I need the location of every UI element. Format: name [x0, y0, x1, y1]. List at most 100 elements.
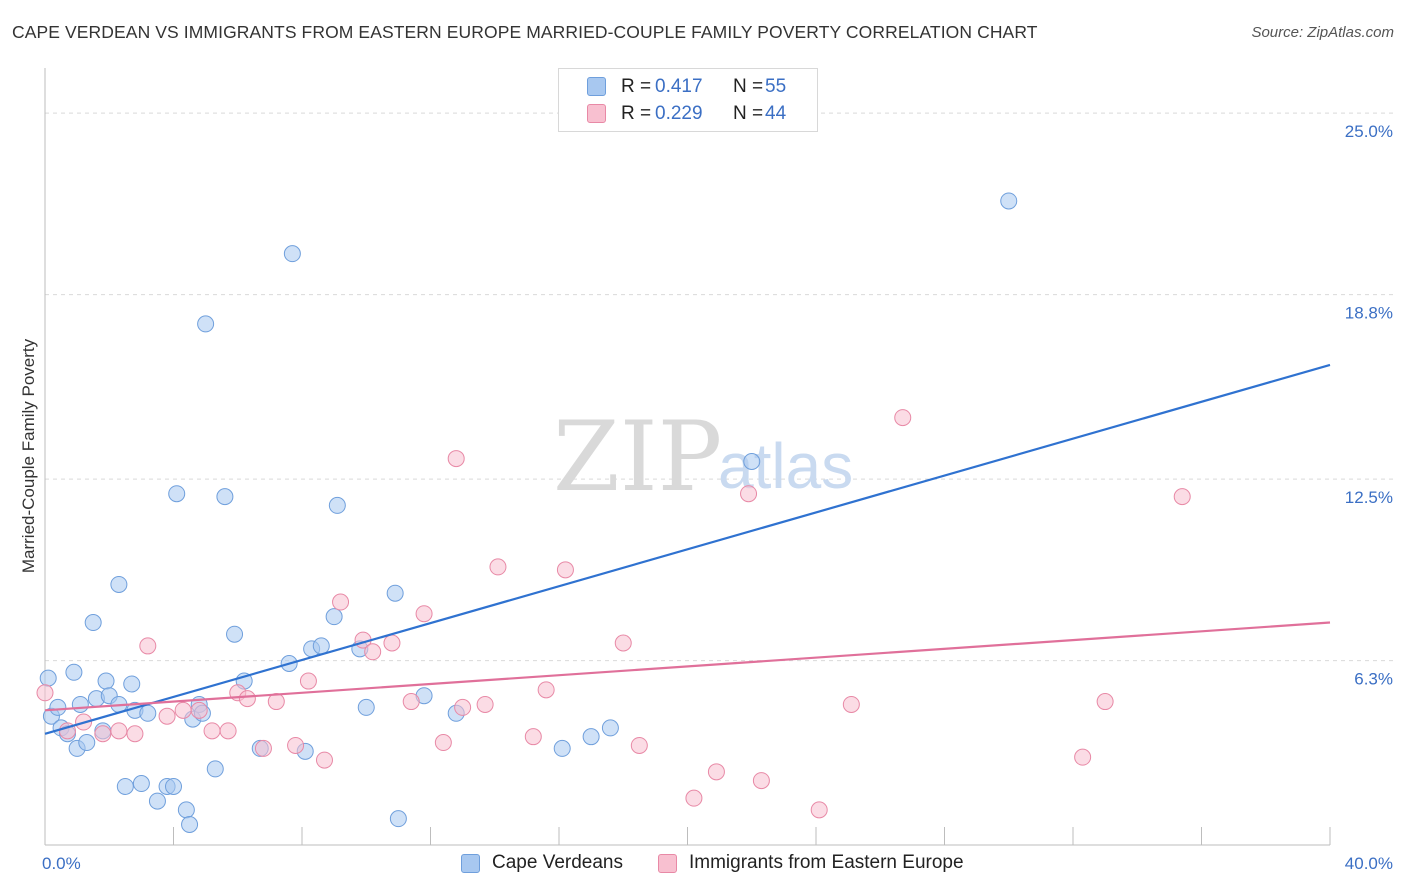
point-eastern-europe: [454, 698, 472, 716]
point-cape-verdean: [132, 775, 150, 793]
point-cape-verdean: [582, 728, 600, 746]
point-cape-verdean: [312, 637, 330, 655]
trend-line-cape-verdean: [44, 363, 1331, 735]
point-eastern-europe: [383, 634, 401, 652]
point-cape-verdean: [226, 625, 244, 643]
point-eastern-europe: [685, 789, 703, 807]
point-eastern-europe: [219, 722, 237, 740]
y-tick-label: 6.3%: [1354, 670, 1393, 689]
point-eastern-europe: [537, 681, 555, 699]
legend-swatch-blue: [587, 77, 606, 96]
point-eastern-europe: [174, 701, 192, 719]
point-eastern-europe: [524, 728, 542, 746]
point-eastern-europe: [190, 701, 208, 719]
point-eastern-europe: [94, 725, 112, 743]
point-cape-verdean: [181, 816, 199, 834]
trend-line-eastern-europe: [44, 621, 1331, 712]
point-cape-verdean: [553, 739, 571, 757]
watermark-zip: ZIP: [553, 401, 722, 513]
point-eastern-europe: [894, 409, 912, 427]
point-cape-verdean: [389, 810, 407, 828]
point-eastern-europe: [254, 739, 272, 757]
point-cape-verdean: [71, 695, 89, 713]
point-eastern-europe: [158, 707, 176, 725]
y-tick-label: 12.5%: [1345, 488, 1393, 507]
grid-lines: [45, 112, 1395, 662]
point-eastern-europe: [476, 695, 494, 713]
point-eastern-europe: [810, 801, 828, 819]
point-eastern-europe: [364, 643, 382, 661]
y-tick-label: 25.0%: [1345, 122, 1393, 141]
bottom-legend: Cape Verdeans Immigrants from Eastern Eu…: [0, 852, 1406, 878]
point-cape-verdean: [116, 777, 134, 795]
legend-n-value: 44: [765, 103, 787, 124]
point-eastern-europe: [238, 690, 256, 708]
point-eastern-europe: [332, 593, 350, 611]
point-eastern-europe: [1173, 488, 1191, 506]
point-cape-verdean: [283, 245, 301, 263]
source-credit: Source: ZipAtlas.com: [1251, 24, 1394, 41]
legend-r-value: 0.229: [655, 103, 703, 124]
bottom-legend-label: Cape Verdeans: [492, 852, 623, 873]
point-eastern-europe: [489, 558, 507, 576]
point-cape-verdean: [84, 614, 102, 632]
point-eastern-europe: [110, 722, 128, 740]
point-eastern-europe: [315, 751, 333, 769]
point-eastern-europe: [556, 561, 574, 579]
point-cape-verdean: [139, 704, 157, 722]
point-cape-verdean: [165, 777, 182, 795]
point-cape-verdean: [110, 575, 128, 593]
point-eastern-europe: [630, 736, 648, 754]
bottom-legend-swatch-blue: [461, 853, 480, 873]
point-cape-verdean: [97, 672, 115, 690]
point-eastern-europe: [842, 695, 860, 713]
legend-r-value: 0.417: [655, 76, 703, 97]
point-eastern-europe: [287, 736, 305, 754]
point-eastern-europe: [752, 772, 770, 790]
legend-r-label: R =: [621, 103, 652, 124]
bottom-legend-swatch-pink: [658, 853, 677, 873]
point-cape-verdean: [177, 801, 195, 819]
point-eastern-europe: [415, 605, 433, 623]
point-cape-verdean: [78, 734, 96, 752]
point-eastern-europe: [1074, 748, 1092, 766]
point-eastern-europe: [1096, 693, 1114, 711]
legend-n-label: N =: [733, 103, 764, 124]
point-cape-verdean: [601, 719, 619, 737]
point-eastern-europe: [740, 485, 758, 503]
point-cape-verdean: [743, 453, 761, 470]
point-cape-verdean: [357, 698, 375, 716]
point-cape-verdean: [206, 760, 224, 778]
point-cape-verdean: [328, 496, 346, 514]
point-eastern-europe: [447, 450, 465, 468]
point-cape-verdean: [325, 608, 343, 626]
point-eastern-europe: [707, 763, 725, 781]
watermark: ZIP atlas: [553, 401, 853, 513]
legend-n-value: 55: [765, 76, 787, 97]
x-tick-label-min: 0.0%: [42, 854, 81, 873]
tick-labels: 6.3% 12.5% 18.8% 25.0% 0.0% 40.0%: [42, 122, 1393, 873]
point-cape-verdean: [39, 669, 57, 687]
bottom-legend-eastern-europe[interactable]: Immigrants from Eastern Europe: [658, 852, 964, 874]
point-eastern-europe: [126, 725, 144, 743]
point-eastern-europe: [402, 693, 420, 711]
point-cape-verdean: [123, 675, 141, 693]
point-eastern-europe: [299, 672, 317, 690]
point-eastern-europe: [139, 637, 157, 655]
point-cape-verdean: [168, 485, 186, 503]
bottom-legend-cape-verdeans[interactable]: Cape Verdeans: [461, 852, 623, 874]
point-cape-verdean: [386, 584, 404, 602]
point-eastern-europe: [203, 722, 221, 740]
y-axis-label: Married-Couple Family Poverty: [19, 338, 38, 573]
trend-lines: [44, 363, 1331, 735]
chart-title: CAPE VERDEAN VS IMMIGRANTS FROM EASTERN …: [12, 22, 1038, 42]
y-tick-label: 18.8%: [1345, 304, 1393, 323]
legend-swatch-pink: [587, 104, 606, 123]
point-cape-verdean: [216, 488, 234, 506]
point-cape-verdean: [65, 663, 83, 681]
point-eastern-europe: [614, 634, 632, 652]
point-cape-verdean: [197, 315, 215, 333]
legend-n-label: N =: [733, 76, 764, 97]
point-cape-verdean: [49, 698, 67, 716]
